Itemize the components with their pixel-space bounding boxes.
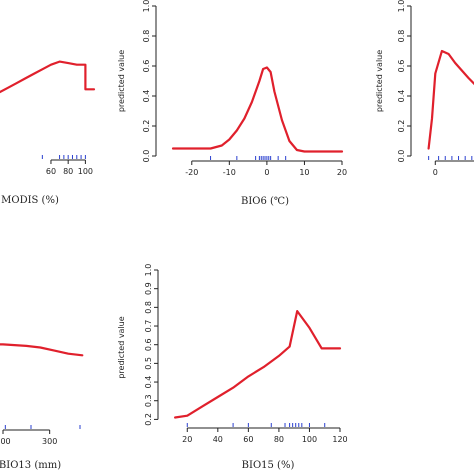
panel-1: 60 80 100 MODIS (%) xyxy=(0,60,96,206)
x-axis-label: BIO15 (%) xyxy=(242,460,295,471)
x-tick-label: 300 xyxy=(42,437,57,446)
y-tick-label: 0.2 xyxy=(144,413,153,426)
x-axis-label: BIO6 (℃) xyxy=(241,196,289,207)
y-tick-label: 0.8 xyxy=(142,30,151,43)
y-tick-label: 0.0 xyxy=(397,150,406,163)
x-tick-label: 0 xyxy=(433,168,438,177)
y-tick-label: 0.7 xyxy=(144,320,153,333)
y-tick-label: 0.2 xyxy=(142,120,151,133)
y-tick-label: 0.0 xyxy=(142,150,151,163)
panel-4: 200 300 BIO13 (mm) xyxy=(0,343,84,471)
panel-2: -20 -10 0 10 20 0.0 0.2 0.4 0.6 0.8 1.0 predicted v… xyxy=(117,0,347,207)
x-tick-label: 20 xyxy=(182,435,192,444)
y-tick-label: 1.0 xyxy=(142,0,151,12)
y-tick-label: 0.6 xyxy=(144,338,153,351)
y-tick-label: 0.4 xyxy=(142,90,151,103)
x-tick-label: -20 xyxy=(185,168,198,177)
y-tick-label: 0.4 xyxy=(144,376,153,389)
response-curve xyxy=(0,60,96,94)
x-tick-label: 200 xyxy=(0,437,11,446)
y-tick-label: 0.6 xyxy=(142,60,151,73)
x-axis-label: BIO13 (mm) xyxy=(0,460,61,471)
y-tick-label: 0.9 xyxy=(144,282,153,295)
y-tick-label: 0.8 xyxy=(397,30,406,43)
x-tick-label: 80 xyxy=(274,435,284,444)
y-tick-label: 0.3 xyxy=(144,394,153,407)
response-curve xyxy=(174,310,342,419)
x-tick-label: 60 xyxy=(243,435,253,444)
x-tick-label: 20 xyxy=(337,168,347,177)
x-tick-label: 100 xyxy=(302,435,317,444)
response-curve xyxy=(171,66,344,153)
x-tick-label: 120 xyxy=(332,435,347,444)
panel-3: 0 0.0 0.2 0.4 0.6 0.8 1.0 predicted value xyxy=(375,0,474,177)
x-tick-label: 40 xyxy=(213,435,223,444)
y-tick-label: 1.0 xyxy=(144,264,153,277)
x-axis-label: MODIS (%) xyxy=(1,195,59,206)
response-curve xyxy=(427,49,474,150)
x-tick-label: 0 xyxy=(264,168,269,177)
x-tick-label: -10 xyxy=(223,168,236,177)
x-tick-label: 60 xyxy=(46,167,56,176)
x-tick-label: 80 xyxy=(63,167,73,176)
y-tick-label: 0.6 xyxy=(397,60,406,73)
y-axis-label: predicted value xyxy=(117,316,126,378)
y-tick-label: 1.0 xyxy=(397,0,406,12)
y-tick-label: 0.8 xyxy=(144,301,153,314)
y-axis-label: predicted value xyxy=(117,50,126,112)
response-curve xyxy=(0,343,84,357)
x-tick-label: 10 xyxy=(299,168,309,177)
panel-5: 20 40 60 80 100 120 0.2 0.3 0.4 0.5 0.6 0.7 0.8 0.9 1.… xyxy=(117,264,348,471)
y-tick-label: 0.2 xyxy=(397,120,406,133)
y-tick-label: 0.5 xyxy=(144,357,153,370)
x-tick-label: 100 xyxy=(78,167,93,176)
y-axis-label: predicted value xyxy=(375,50,384,112)
y-tick-label: 0.4 xyxy=(397,90,406,103)
